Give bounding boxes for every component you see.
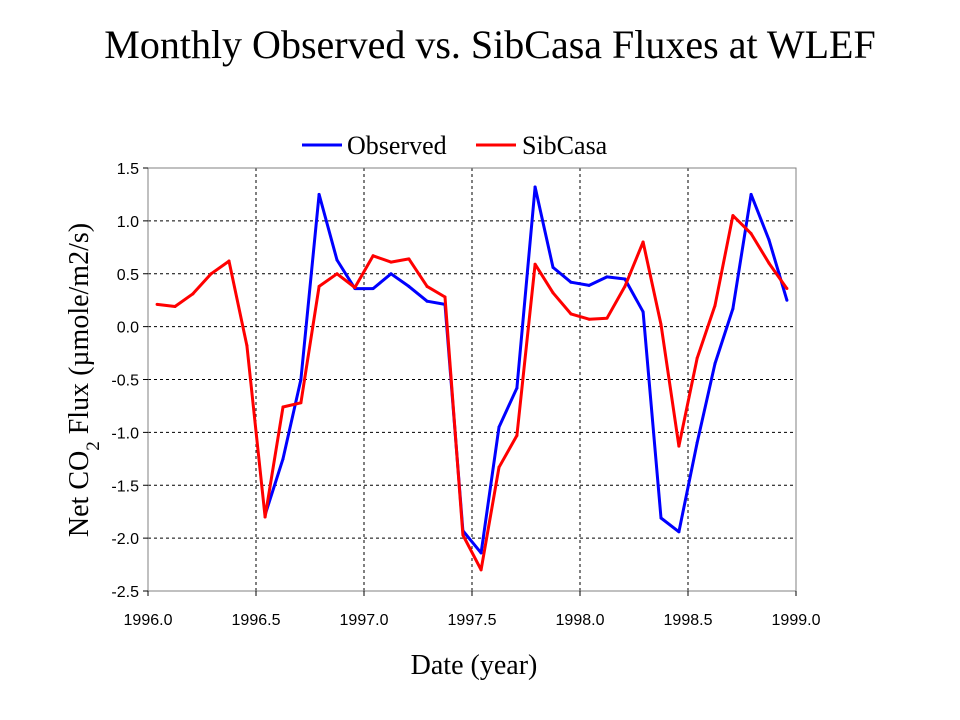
data-point-observed <box>569 280 573 284</box>
data-point-observed <box>407 284 411 288</box>
legend: Observed SibCasa <box>302 131 608 160</box>
data-point-sibcasa <box>659 323 663 327</box>
data-point-sibcasa <box>569 312 573 316</box>
x-tick-label: 1999.0 <box>772 612 821 629</box>
data-point-observed <box>497 425 501 429</box>
y-tick-label: -1.0 <box>111 425 139 442</box>
data-point-observed <box>641 310 645 314</box>
data-point-sibcasa <box>587 317 591 321</box>
data-point-sibcasa <box>371 254 375 258</box>
data-point-observed <box>767 238 771 242</box>
data-point-observed <box>605 275 609 279</box>
data-point-sibcasa <box>623 284 627 288</box>
data-point-sibcasa <box>551 291 555 295</box>
x-tick-label: 1996.0 <box>124 612 173 629</box>
x-tick-label: 1997.0 <box>340 612 389 629</box>
data-point-observed <box>695 441 699 445</box>
data-point-sibcasa <box>479 568 483 572</box>
data-point-observed <box>713 362 717 366</box>
y-tick-label: 0.5 <box>117 267 139 284</box>
series-line-sibcasa <box>156 214 789 572</box>
data-point-sibcasa <box>389 260 393 264</box>
data-point-sibcasa <box>749 232 753 236</box>
y-tick-label: -2.0 <box>111 531 139 548</box>
data-point-sibcasa <box>695 356 699 360</box>
data-point-sibcasa <box>497 465 501 469</box>
data-point-observed <box>749 192 753 196</box>
x-tick-label: 1996.5 <box>232 612 281 629</box>
data-point-observed <box>371 287 375 291</box>
data-point-observed <box>623 277 627 281</box>
data-point-sibcasa <box>263 515 267 519</box>
data-point-sibcasa <box>785 287 789 291</box>
data-point-sibcasa <box>713 303 717 307</box>
y-axis-label-main: Net CO <box>64 451 95 537</box>
data-point-sibcasa <box>767 261 771 265</box>
data-point-sibcasa <box>425 284 429 288</box>
data-point-observed <box>317 192 321 196</box>
data-point-sibcasa <box>641 240 645 244</box>
data-point-sibcasa <box>245 344 249 348</box>
legend-label-sibcasa: SibCasa <box>522 131 608 160</box>
data-point-sibcasa <box>533 262 537 266</box>
x-tick-label: 1998.0 <box>556 612 605 629</box>
y-tick-label: -1.5 <box>111 478 139 495</box>
data-point-observed <box>785 298 789 302</box>
data-point-sibcasa <box>335 272 339 276</box>
legend-label-observed: Observed <box>347 131 447 160</box>
data-point-sibcasa <box>191 292 195 296</box>
y-tick-label: 1.5 <box>117 161 139 178</box>
y-tick-label: 1.0 <box>117 214 139 231</box>
data-point-sibcasa <box>677 444 681 448</box>
data-point-sibcasa <box>227 259 231 263</box>
data-point-observed <box>551 265 555 269</box>
data-point-observed <box>515 386 519 390</box>
data-point-sibcasa <box>353 285 357 289</box>
y-axis-ticks: 1.5 1.0 0.5 0.0 -0.5 -1.0 -1.5 -2.0 -2.5 <box>111 161 148 601</box>
y-axis-label: Net CO2 Flux (µmole/m2/s) <box>64 223 104 537</box>
data-point-sibcasa <box>209 272 213 276</box>
grid <box>148 168 796 591</box>
x-axis-label: Date (year) <box>411 650 538 681</box>
data-point-sibcasa <box>443 295 447 299</box>
data-point-sibcasa <box>731 214 735 218</box>
y-axis-label-rest: Flux (µmole/m2/s) <box>64 223 95 441</box>
y-tick-label: -0.5 <box>111 373 139 390</box>
data-point-observed <box>479 551 483 555</box>
chart-title: Monthly Observed vs. SibCasa Fluxes at W… <box>104 22 875 67</box>
data-point-observed <box>281 457 285 461</box>
y-axis-label-subscript: 2 <box>83 441 104 451</box>
data-point-observed <box>677 530 681 534</box>
data-point-sibcasa <box>407 257 411 261</box>
data-point-sibcasa <box>299 401 303 405</box>
y-tick-label: 0.0 <box>117 320 139 337</box>
data-point-observed <box>425 299 429 303</box>
data-point-sibcasa <box>173 305 177 309</box>
data-point-observed <box>533 185 537 189</box>
data-point-sibcasa <box>605 316 609 320</box>
series-line-observed <box>263 185 789 555</box>
data-point-sibcasa <box>281 405 285 409</box>
data-point-observed <box>659 516 663 520</box>
data-point-observed <box>335 258 339 262</box>
x-axis-ticks: 1996.0 1996.5 1997.0 1997.5 1998.0 1998.5 1999… <box>124 591 821 629</box>
data-point-sibcasa <box>317 284 321 288</box>
data-point-observed <box>389 272 393 276</box>
data-point-sibcasa <box>461 533 465 537</box>
data-point-observed <box>299 378 303 381</box>
y-tick-label: -2.5 <box>111 584 139 601</box>
data-point-sibcasa <box>515 434 519 438</box>
series-layer <box>155 185 789 572</box>
data-point-sibcasa <box>155 302 159 306</box>
x-tick-label: 1998.5 <box>664 612 713 629</box>
data-point-observed <box>731 307 735 311</box>
x-tick-label: 1997.5 <box>448 612 497 629</box>
data-point-observed <box>587 283 591 287</box>
